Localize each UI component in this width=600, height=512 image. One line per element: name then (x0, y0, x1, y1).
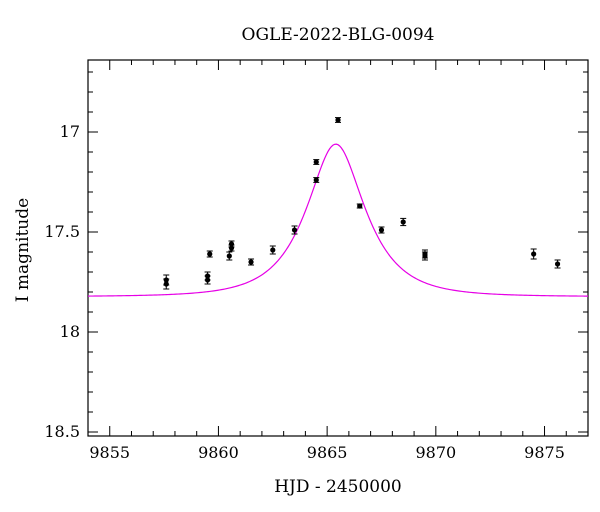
axis-tick-labels: 9855 9860 9865 9870 9875 17 17.5 18 18.5 (44, 122, 565, 462)
point-marker (204, 277, 211, 283)
point-marker (357, 203, 363, 209)
y-axis-label: I magnitude (13, 198, 33, 302)
data-point (226, 251, 233, 261)
data-point (228, 240, 235, 248)
x-tick-label: 9860 (198, 443, 239, 462)
data-point (248, 258, 255, 266)
model-curve (87, 143, 589, 297)
point-marker (378, 227, 385, 233)
data-point (421, 251, 428, 261)
data-point (269, 245, 276, 255)
point-marker (248, 259, 254, 265)
plot-frame (87, 59, 589, 437)
point-marker (313, 177, 319, 183)
point-marker (400, 219, 406, 225)
point-marker (228, 241, 235, 247)
x-tick-label: 9865 (307, 443, 348, 462)
point-marker (335, 117, 341, 123)
point-marker (207, 251, 213, 257)
data-point (554, 259, 561, 269)
data-point (313, 177, 320, 183)
point-marker (531, 251, 537, 257)
point-marker (163, 281, 169, 287)
y-tick-label: 18.5 (44, 422, 80, 441)
data-point (204, 275, 211, 285)
data-point (206, 250, 213, 258)
data-point (163, 278, 170, 290)
chart-title: OGLE-2022-BLG-0094 (242, 25, 435, 45)
data-point (400, 217, 407, 227)
x-tick-label: 9870 (415, 443, 456, 462)
x-tick-label: 9875 (524, 443, 565, 462)
y-tick-label: 17.5 (44, 222, 80, 241)
point-marker (313, 159, 319, 165)
data-point (530, 248, 537, 260)
point-marker (270, 247, 276, 253)
data-points (163, 117, 561, 290)
data-point (378, 226, 385, 234)
y-tick-label: 17 (60, 122, 80, 141)
axis-ticks (87, 60, 589, 436)
data-point (313, 159, 320, 165)
point-marker (291, 227, 298, 233)
data-point (335, 117, 341, 123)
x-axis-label: HJD - 2450000 (274, 477, 402, 497)
data-point (291, 225, 298, 235)
x-tick-label: 9855 (89, 443, 130, 462)
y-tick-label: 18 (60, 322, 80, 341)
point-marker (226, 253, 232, 259)
data-point (356, 203, 363, 209)
point-marker (422, 253, 428, 259)
point-marker (554, 261, 561, 267)
